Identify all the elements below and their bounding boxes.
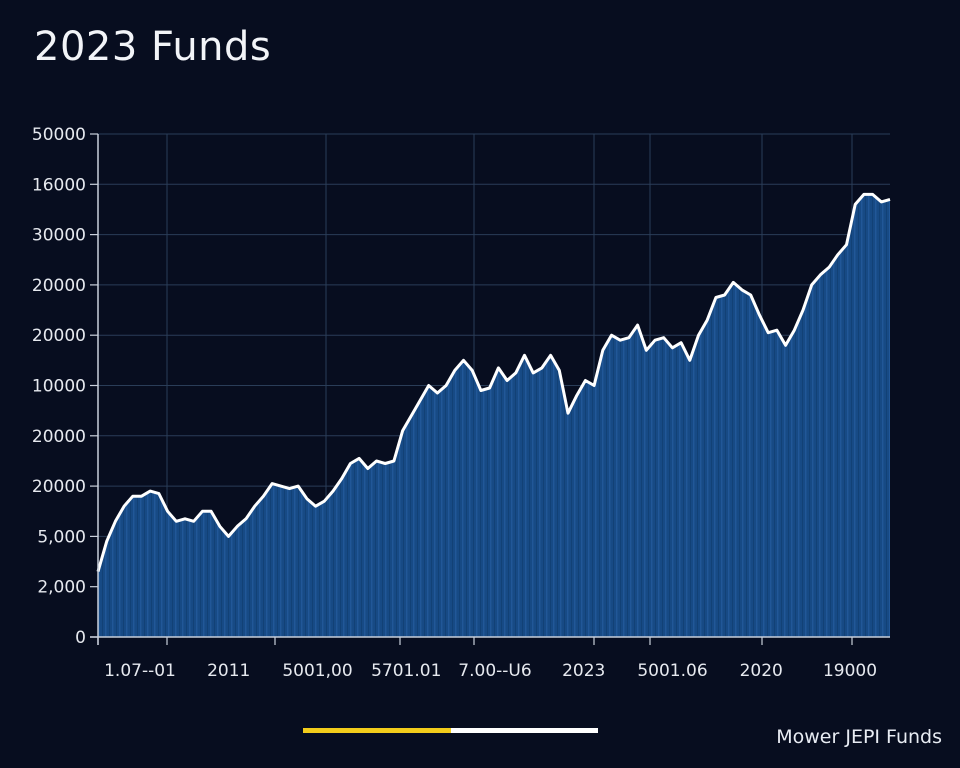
y-tick-label: 2,000 [37,578,86,598]
y-tick-label: 5,000 [37,527,86,547]
y-tick-label: 30000 [32,226,86,246]
progress-bar-fill [303,728,451,733]
axes [90,133,890,645]
y-tick-label: 20000 [32,326,86,346]
series-area [98,194,890,637]
y-tick-label: 20000 [32,427,86,447]
x-tick-label: 5001.06 [637,661,707,681]
footer-label: Mower JEPI Funds [776,726,942,748]
x-tick-label: 1.07--01 [104,661,176,681]
progress-bar [303,728,598,733]
y-tick-label: 20000 [32,276,86,296]
x-tick-label: 2011 [207,661,250,681]
x-tick-label: 5001,00 [282,661,352,681]
x-axis-tick-labels: 1.07--01 2011 5001,00 5701.01 7.00--U6 2023 50… [104,661,877,681]
y-axis-tick-labels: 50000 16000 30000 20000 20000 10000 20000 20000… [32,125,86,648]
y-tick-label: 0 [75,628,86,648]
y-tick-label: 20000 [32,477,86,497]
x-tick-label: 2020 [740,661,783,681]
series-line [96,192,891,573]
y-tick-label: 16000 [32,175,86,195]
x-tick-label: 5701.01 [371,661,441,681]
x-tick-label: 2023 [562,661,605,681]
area-layer [96,192,891,637]
y-tick-label: 10000 [32,377,86,397]
chart-title: 2023 Funds [34,24,272,70]
x-tick-label: 19000 [823,661,877,681]
x-tick-label: 7.00--U6 [458,661,531,681]
y-tick-label: 50000 [32,125,86,145]
